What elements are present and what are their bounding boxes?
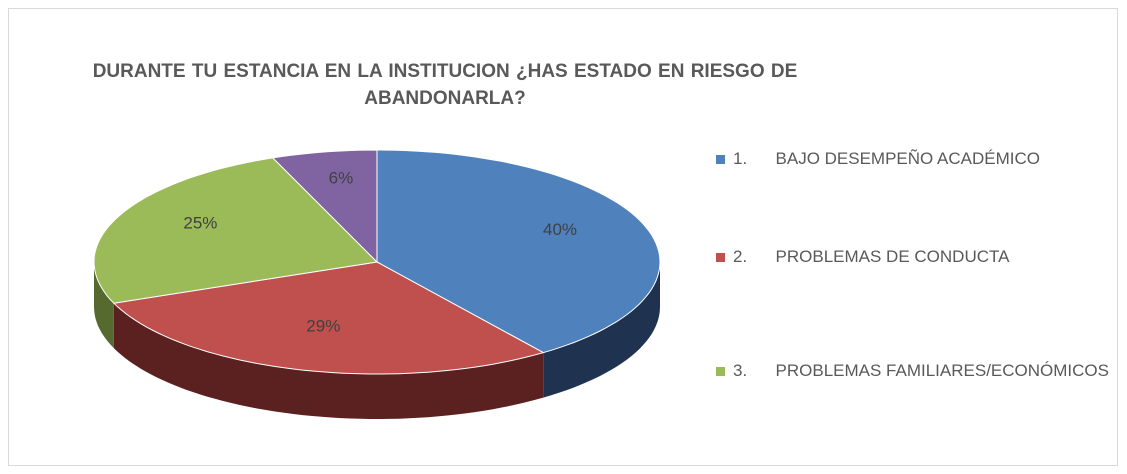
pie-slice	[376, 149, 661, 354]
pie-slice	[93, 157, 379, 304]
chart-title: DURANTE TU ESTANCIA EN LA INSTITUCION ¿H…	[92, 61, 798, 109]
data-label: 40%	[543, 220, 577, 239]
legend-label: 2. PROBLEMAS DE CONDUCTA	[733, 247, 1010, 266]
data-label: 6%	[329, 169, 354, 188]
pie-side	[113, 303, 544, 419]
legend-swatch	[716, 367, 725, 376]
legend-label: 1. BAJO DESEMPEÑO ACADÉMICO	[733, 149, 1041, 168]
data-label: 25%	[183, 213, 217, 232]
legend-entry: 1. BAJO DESEMPEÑO ACADÉMICO	[716, 145, 1116, 172]
pie-slice	[271, 149, 378, 264]
legend-swatch	[716, 155, 725, 164]
chart-border	[8, 8, 1118, 466]
legend-entry: 2. PROBLEMAS DE CONDUCTA	[716, 243, 1116, 270]
legend-entry: 3. PROBLEMAS FAMILIARES/ECONÓMICOS	[716, 357, 1116, 384]
data-label: 29%	[306, 317, 340, 336]
legend-swatch	[716, 253, 725, 262]
pie-slice	[112, 261, 545, 375]
legend-label: 3. PROBLEMAS FAMILIARES/ECONÓMICOS	[733, 361, 1109, 380]
pie-side	[543, 262, 660, 398]
